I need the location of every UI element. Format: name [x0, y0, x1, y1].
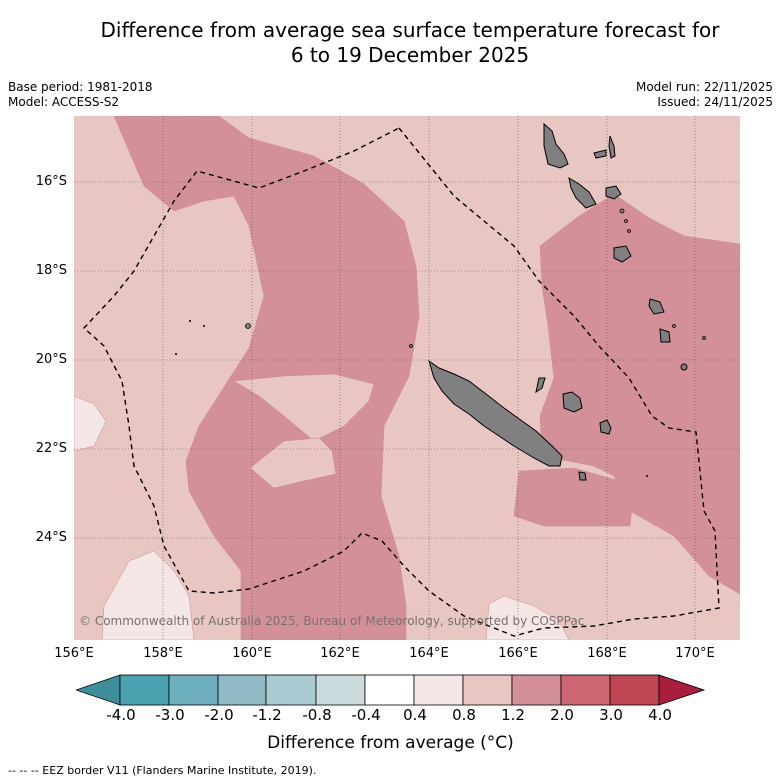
warm-region-south — [513, 467, 635, 527]
pale-region-south — [485, 595, 570, 640]
chart-title: Difference from average sea surface temp… — [40, 18, 780, 68]
vanuatu-island-pentecost — [593, 149, 607, 159]
colorbar-bin-1 — [119, 674, 170, 706]
vanuatu-espiritu-santo — [543, 122, 569, 169]
title-line-1: Difference from average sea surface temp… — [100, 18, 720, 42]
islet-7 — [189, 320, 191, 322]
chesterfield-islet — [245, 323, 251, 329]
islet-3 — [702, 336, 706, 340]
colorbar-tick-3: -2.0 — [204, 706, 234, 724]
colorbar-tick-1: -4.0 — [106, 706, 136, 724]
colorbar-bin-10 — [560, 674, 611, 706]
new-caledonia-island — [428, 359, 563, 467]
model-name: Model: ACCESS-S2 — [8, 95, 120, 109]
vanuatu-malakula — [568, 176, 597, 209]
colorbar-tick-2: -3.0 — [155, 706, 185, 724]
lat-label-16s: 16°S — [35, 174, 67, 189]
islet-6 — [627, 229, 631, 233]
colorbar-tick-7: 0.4 — [403, 706, 427, 724]
colorbar-bin-8 — [462, 674, 513, 706]
meta-left: Base period: 1981-2018 Model: ACCESS-S2 — [8, 80, 153, 110]
colorbar-bin-11 — [609, 674, 660, 706]
isle-of-pines — [578, 471, 587, 481]
base-period: Base period: 1981-2018 — [8, 80, 153, 94]
colorbar-tick-12: 4.0 — [648, 706, 672, 724]
colorbar-tick-9: 1.2 — [501, 706, 525, 724]
pale-region-west — [74, 395, 107, 452]
loyalty-island-2 — [599, 419, 612, 435]
colorbar-bin-6 — [364, 674, 415, 706]
lon-label-166e: 166°E — [498, 646, 538, 661]
colorbar-bin-2 — [168, 674, 219, 706]
loyalty-island-1 — [562, 391, 583, 413]
lat-label-20s: 20°S — [35, 352, 67, 367]
lon-label-156e: 156°E — [54, 646, 94, 661]
colorbar-bin-9 — [511, 674, 562, 706]
eez-footnote: -- -- -- EEZ border V11 (Flanders Marine… — [8, 764, 317, 777]
islet-2 — [672, 324, 676, 328]
graticule — [74, 116, 740, 640]
cool-region-hole-2 — [249, 437, 337, 489]
eez-border — [83, 127, 720, 637]
copyright-notice: © Commonwealth of Australia 2025, Bureau… — [79, 614, 585, 628]
islet-8 — [203, 325, 205, 327]
lon-label-162e: 162°E — [320, 646, 360, 661]
lon-label-168e: 168°E — [587, 646, 627, 661]
vanuatu-aneityum — [659, 328, 671, 343]
lon-label-160e: 160°E — [232, 646, 272, 661]
vanuatu-tanna — [648, 298, 665, 315]
islet-11 — [646, 475, 648, 477]
sst-anomaly-map — [74, 116, 740, 640]
pale-region-southwest — [101, 550, 195, 640]
warm-region-east — [539, 193, 740, 595]
lon-label-170e: 170°E — [675, 646, 715, 661]
islet-4 — [619, 208, 625, 214]
meta-right: Model run: 22/11/2025 Issued: 24/11/2025 — [636, 80, 773, 110]
colorbar-tick-11: 3.0 — [599, 706, 623, 724]
colorbar-tick-10: 2.0 — [550, 706, 574, 724]
islet-9 — [175, 353, 177, 355]
colorbar-tick-8: 0.8 — [452, 706, 476, 724]
vanuatu-island-maewo — [608, 135, 616, 159]
colorbar-tick-5: -0.8 — [302, 706, 332, 724]
colorbar-extend-low — [76, 674, 121, 706]
lon-label-164e: 164°E — [409, 646, 449, 661]
colorbar-bin-4 — [265, 674, 317, 706]
lat-label-18s: 18°S — [35, 263, 67, 278]
islet-1 — [680, 363, 688, 371]
model-run: Model run: 22/11/2025 — [635, 80, 773, 94]
lon-label-158e: 158°E — [143, 646, 183, 661]
colorbar-bin-3 — [217, 674, 267, 706]
colorbar-bin-5 — [315, 674, 366, 706]
vanuatu-efate — [605, 185, 622, 200]
colorbar-tick-4: -1.2 — [252, 706, 282, 724]
lat-label-24s: 24°S — [35, 530, 67, 545]
vanuatu-erromango — [613, 245, 632, 263]
lat-label-22s: 22°S — [35, 441, 67, 456]
colorbar-extend-high — [658, 674, 706, 706]
issued-date: Issued: 24/11/2025 — [657, 95, 773, 109]
islet-10 — [409, 344, 413, 348]
title-line-2: 6 to 19 December 2025 — [290, 43, 530, 67]
colorbar — [76, 674, 706, 706]
islet-5 — [624, 219, 628, 223]
loyalty-island-3 — [535, 377, 546, 394]
cool-region-hole-1 — [233, 373, 375, 442]
colorbar-label: Difference from average (°C) — [267, 733, 514, 753]
colorbar-tick-6: -0.4 — [351, 706, 381, 724]
colorbar-bin-7 — [413, 674, 464, 706]
